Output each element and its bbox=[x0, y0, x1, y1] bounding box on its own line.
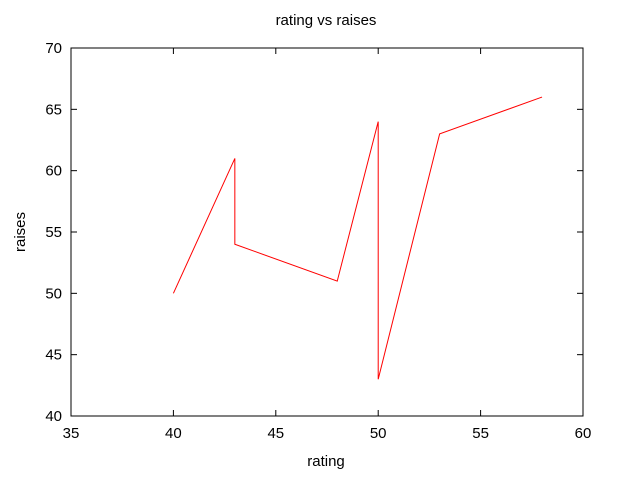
y-tick-label: 70 bbox=[45, 40, 62, 57]
chart-title: rating vs raises bbox=[276, 12, 377, 29]
y-tick-label: 45 bbox=[45, 347, 62, 364]
y-tick-label: 40 bbox=[45, 408, 62, 425]
y-tick-label: 50 bbox=[45, 285, 62, 302]
x-tick-label: 50 bbox=[370, 425, 387, 442]
x-axis-title: rating bbox=[307, 453, 345, 470]
x-tick-label: 55 bbox=[472, 425, 489, 442]
y-tick-label: 65 bbox=[45, 101, 62, 118]
x-tick-label: 45 bbox=[267, 425, 284, 442]
y-axis-title: raises bbox=[12, 212, 29, 252]
x-tick-label: 40 bbox=[165, 425, 182, 442]
y-tick-label: 55 bbox=[45, 224, 62, 241]
y-tick-label: 60 bbox=[45, 163, 62, 180]
x-tick-label: 60 bbox=[575, 425, 592, 442]
series-line bbox=[172, 96, 543, 380]
plot-frame bbox=[70, 47, 584, 417]
x-tick-label: 35 bbox=[63, 425, 80, 442]
